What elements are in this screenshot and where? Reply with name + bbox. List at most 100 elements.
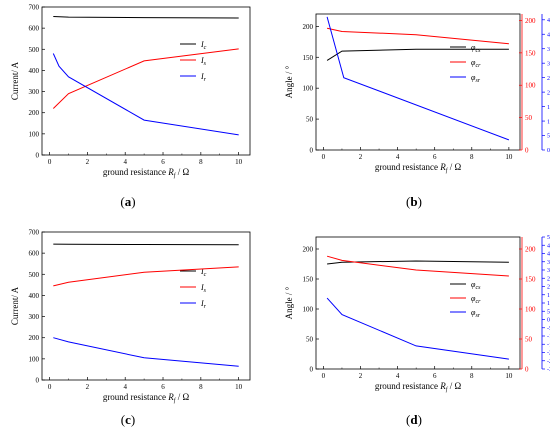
- y3-tick-label: 25: [547, 76, 550, 82]
- y-tick-label: 500: [29, 46, 40, 54]
- y3-tick-label: -30: [547, 367, 550, 373]
- legend-label-sr: φsr: [471, 73, 481, 84]
- x-tick-label: 2: [86, 383, 90, 391]
- y3-tick-label: 5: [547, 134, 550, 140]
- legend-label-sr: φsr: [471, 308, 481, 319]
- x-tick-label: 6: [161, 158, 165, 166]
- plot-frame: [315, 236, 521, 370]
- panel-caption: (b): [406, 194, 422, 209]
- series-line-cs: [327, 260, 509, 265]
- x-tick-label: 10: [235, 158, 243, 166]
- x-tick-label: 8: [199, 383, 203, 391]
- series-line-s: [52, 48, 239, 109]
- y3-tick-label: -15: [547, 342, 550, 348]
- series-line-r: [53, 337, 239, 367]
- y3-tick-label: 15: [547, 293, 550, 299]
- y3-tick-label: 40: [547, 252, 550, 258]
- y-axis-label: Angle / °: [284, 286, 294, 319]
- legend-label-r: Ir: [200, 72, 207, 83]
- y-tick-label: 200: [303, 23, 314, 31]
- y3-tick-label: 20: [547, 285, 550, 291]
- x-axis-label: ground resistance Rf / Ω: [375, 162, 462, 174]
- y-tick-label: 200: [303, 246, 314, 254]
- series-line-cr: [326, 255, 509, 277]
- legend-label-cs: φcs: [471, 280, 481, 291]
- series-line-c: [53, 243, 239, 246]
- y-tick-label: 400: [29, 292, 40, 300]
- x-tick-label: 6: [161, 383, 165, 391]
- x-tick-label: 0: [322, 372, 326, 380]
- y-axis-label: Current/ A: [10, 286, 20, 325]
- x-tick-label: 2: [86, 158, 90, 166]
- x-tick-label: 6: [433, 153, 437, 161]
- y-tick-label: 100: [303, 85, 314, 93]
- y2-tick-label: 0: [525, 366, 529, 374]
- y3-tick-label: 20: [547, 90, 550, 96]
- x-axis-label: ground resistance Rf / Ω: [375, 381, 462, 393]
- y-tick-label: 100: [303, 306, 314, 314]
- x-tick-label: 8: [199, 158, 203, 166]
- y-tick-label: 50: [306, 336, 314, 344]
- y2-tick-label: 100: [525, 306, 536, 314]
- plot-frame: [41, 231, 251, 381]
- y3-tick-label: 0: [547, 318, 550, 324]
- x-tick-label: 4: [123, 383, 127, 391]
- legend-label-s: Is: [200, 283, 207, 294]
- x-tick-label: 2: [359, 153, 363, 161]
- y-tick-label: 0: [36, 152, 40, 160]
- x-tick-label: 0: [48, 158, 52, 166]
- x-tick-label: 4: [396, 153, 400, 161]
- y-axis-label: Current/ A: [10, 61, 20, 100]
- y-tick-label: 100: [29, 355, 40, 363]
- y3-tick-label: 45: [547, 243, 550, 249]
- y-tick-label: 0: [310, 147, 314, 155]
- y-tick-label: 500: [29, 271, 40, 279]
- x-tick-label: 0: [48, 383, 52, 391]
- y2-tick-label: 0: [525, 147, 529, 155]
- y3-tick-label: 25: [547, 276, 550, 282]
- legend-label-cr: φcr: [471, 58, 481, 69]
- y-tick-label: 600: [29, 250, 40, 258]
- y-tick-label: 700: [29, 4, 40, 12]
- y-tick-label: 0: [36, 377, 40, 385]
- y3-tick-label: 5: [547, 309, 550, 315]
- x-tick-label: 2: [359, 372, 363, 380]
- plot-frame: [315, 13, 521, 151]
- y3-tick-label: 35: [547, 260, 550, 266]
- y3-tick-label: -25: [547, 359, 550, 365]
- series-line-sr: [326, 297, 509, 360]
- y3-tick-label: 10: [547, 119, 550, 125]
- y3-tick-label: -5: [547, 326, 550, 332]
- x-tick-label: 6: [433, 372, 437, 380]
- panel-caption: (d): [406, 412, 422, 427]
- x-tick-label: 8: [470, 153, 474, 161]
- y3-tick-label: 30: [547, 268, 550, 274]
- y2-tick-label: 100: [525, 82, 536, 90]
- panel-caption: (a): [120, 194, 135, 209]
- x-tick-label: 0: [322, 153, 326, 161]
- series-line-c: [53, 16, 239, 19]
- y-tick-label: 200: [29, 334, 40, 342]
- series-line-r: [52, 53, 239, 136]
- y-tick-label: 200: [29, 109, 40, 117]
- y3-tick-label: 50: [547, 235, 550, 241]
- y3-tick-label: 15: [547, 105, 550, 111]
- y2-tick-label: 50: [525, 114, 533, 122]
- x-tick-label: 10: [505, 153, 513, 161]
- series-line-sr: [326, 16, 510, 141]
- x-tick-label: 10: [235, 383, 243, 391]
- y3-tick-label: 30: [547, 61, 550, 67]
- y3-tick-label: 35: [547, 47, 550, 53]
- series-line-cr: [326, 27, 509, 45]
- y-tick-label: 150: [303, 54, 314, 62]
- x-tick-label: 10: [505, 372, 513, 380]
- y2-tick-label: 50: [525, 336, 533, 344]
- legend-label-c: Ic: [200, 40, 207, 51]
- y-tick-label: 50: [306, 116, 314, 124]
- y-tick-label: 300: [29, 88, 40, 96]
